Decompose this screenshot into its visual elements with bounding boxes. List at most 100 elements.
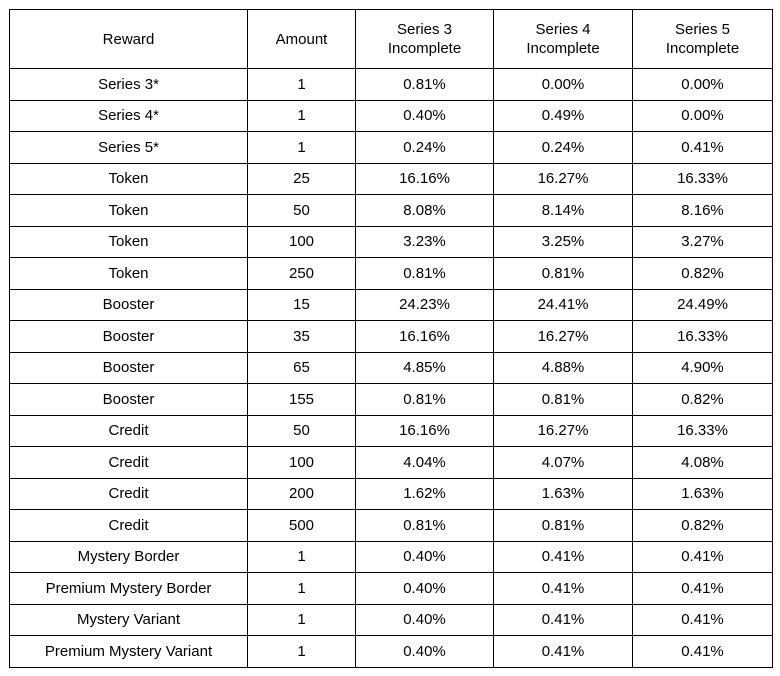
table-cell: 4.90% (632, 351, 773, 384)
table-cell: 100 (247, 225, 356, 258)
table-cell: 0.41% (632, 635, 773, 668)
table-row: Credit 50 16.16% 16.27% 16.33% (9, 414, 773, 447)
table-cell: Booster (9, 383, 248, 416)
table-cell: 24.41% (493, 288, 633, 321)
table-cell: 16.27% (493, 414, 633, 447)
table-row: Premium Mystery Variant 1 0.40% 0.41% 0.41% (9, 635, 773, 668)
table-cell: 0.40% (355, 572, 494, 605)
table-cell: Series 5* (9, 131, 248, 164)
table-cell: 0.00% (632, 68, 773, 101)
table-body: Series 3* 1 0.81% 0.00% 0.00% Series 4* 1 0.40%… (9, 68, 773, 668)
table-cell: Token (9, 225, 248, 258)
table-cell: Booster (9, 320, 248, 353)
table-cell: 1 (247, 99, 356, 132)
table-cell: 16.16% (355, 162, 494, 195)
table-row: Mystery Border 1 0.40% 0.41% 0.41% (9, 540, 773, 573)
table-cell: 0.81% (493, 383, 633, 416)
table-cell: Premium Mystery Border (9, 572, 248, 605)
table-row: Token 100 3.23% 3.25% 3.27% (9, 225, 773, 258)
table-row: Credit 500 0.81% 0.81% 0.82% (9, 509, 773, 542)
table-cell: 1 (247, 635, 356, 668)
table-cell: 4.07% (493, 446, 633, 479)
table-cell: Series 3* (9, 68, 248, 101)
table-cell: 1.63% (632, 477, 773, 510)
table-cell: Token (9, 257, 248, 290)
table-cell: 25 (247, 162, 356, 195)
table-cell: 0.40% (355, 99, 494, 132)
table-cell: 1 (247, 540, 356, 573)
table-cell: 16.16% (355, 414, 494, 447)
table-cell: 50 (247, 194, 356, 227)
table-cell: 16.33% (632, 414, 773, 447)
header-cell: Series 3 Incomplete (355, 9, 494, 69)
table-cell: 1 (247, 572, 356, 605)
table-cell: Premium Mystery Variant (9, 635, 248, 668)
table-cell: 1 (247, 131, 356, 164)
table-cell: 0.40% (355, 635, 494, 668)
table-row: Series 3* 1 0.81% 0.00% 0.00% (9, 68, 773, 101)
table-cell: 0.40% (355, 603, 494, 636)
table-cell: 0.41% (493, 603, 633, 636)
table-cell: 1.63% (493, 477, 633, 510)
table-cell: Credit (9, 509, 248, 542)
table-cell: Booster (9, 351, 248, 384)
table-cell: 0.81% (493, 509, 633, 542)
table-cell: 3.23% (355, 225, 494, 258)
table-cell: 0.41% (632, 131, 773, 164)
table-cell: 0.41% (493, 635, 633, 668)
table-cell: 8.14% (493, 194, 633, 227)
table-cell: 0.00% (493, 68, 633, 101)
table-cell: Mystery Variant (9, 603, 248, 636)
table-cell: 155 (247, 383, 356, 416)
table-row: Token 25 16.16% 16.27% 16.33% (9, 162, 773, 195)
table-row: Booster 155 0.81% 0.81% 0.82% (9, 383, 773, 416)
header-cell: Amount (247, 9, 356, 69)
table-cell: 8.08% (355, 194, 494, 227)
table-cell: 250 (247, 257, 356, 290)
header-cell: Series 4 Incomplete (493, 9, 633, 69)
table-cell: 0.81% (355, 68, 494, 101)
table-cell: 0.24% (355, 131, 494, 164)
table-row: Booster 65 4.85% 4.88% 4.90% (9, 351, 773, 384)
table-cell: 4.85% (355, 351, 494, 384)
table-cell: 24.49% (632, 288, 773, 321)
table-cell: 16.27% (493, 162, 633, 195)
table-row: Premium Mystery Border 1 0.40% 0.41% 0.41% (9, 572, 773, 605)
table-cell: 3.25% (493, 225, 633, 258)
table-cell: 0.81% (355, 257, 494, 290)
reward-table: Reward Amount Series 3 Incomplete Series 4 … (9, 9, 773, 668)
table-cell: 65 (247, 351, 356, 384)
table-cell: Series 4* (9, 99, 248, 132)
table-cell: 500 (247, 509, 356, 542)
table-row: Series 5* 1 0.24% 0.24% 0.41% (9, 131, 773, 164)
table-cell: 4.04% (355, 446, 494, 479)
table-row: Booster 35 16.16% 16.27% 16.33% (9, 320, 773, 353)
table-cell: 0.81% (355, 509, 494, 542)
table-cell: 4.88% (493, 351, 633, 384)
table-cell: 0.41% (632, 572, 773, 605)
table-cell: 24.23% (355, 288, 494, 321)
table-cell: Credit (9, 446, 248, 479)
table-cell: 8.16% (632, 194, 773, 227)
table-cell: 0.41% (632, 540, 773, 573)
table-cell: 50 (247, 414, 356, 447)
table-cell: 4.08% (632, 446, 773, 479)
table-cell: 200 (247, 477, 356, 510)
table-cell: 16.16% (355, 320, 494, 353)
table-row: Series 4* 1 0.40% 0.49% 0.00% (9, 99, 773, 132)
table-cell: 0.00% (632, 99, 773, 132)
table-cell: 16.27% (493, 320, 633, 353)
table-row: Token 50 8.08% 8.14% 8.16% (9, 194, 773, 227)
table-row: Mystery Variant 1 0.40% 0.41% 0.41% (9, 603, 773, 636)
table-cell: 0.41% (493, 572, 633, 605)
table-cell: Token (9, 194, 248, 227)
table-cell: 0.81% (493, 257, 633, 290)
table-row: Token 250 0.81% 0.81% 0.82% (9, 257, 773, 290)
table-cell: Credit (9, 477, 248, 510)
table-row: Credit 100 4.04% 4.07% 4.08% (9, 446, 773, 479)
table-cell: 0.24% (493, 131, 633, 164)
header-cell: Reward (9, 9, 248, 69)
table-cell: 0.82% (632, 383, 773, 416)
table-cell: Booster (9, 288, 248, 321)
table-row: Credit 200 1.62% 1.63% 1.63% (9, 477, 773, 510)
